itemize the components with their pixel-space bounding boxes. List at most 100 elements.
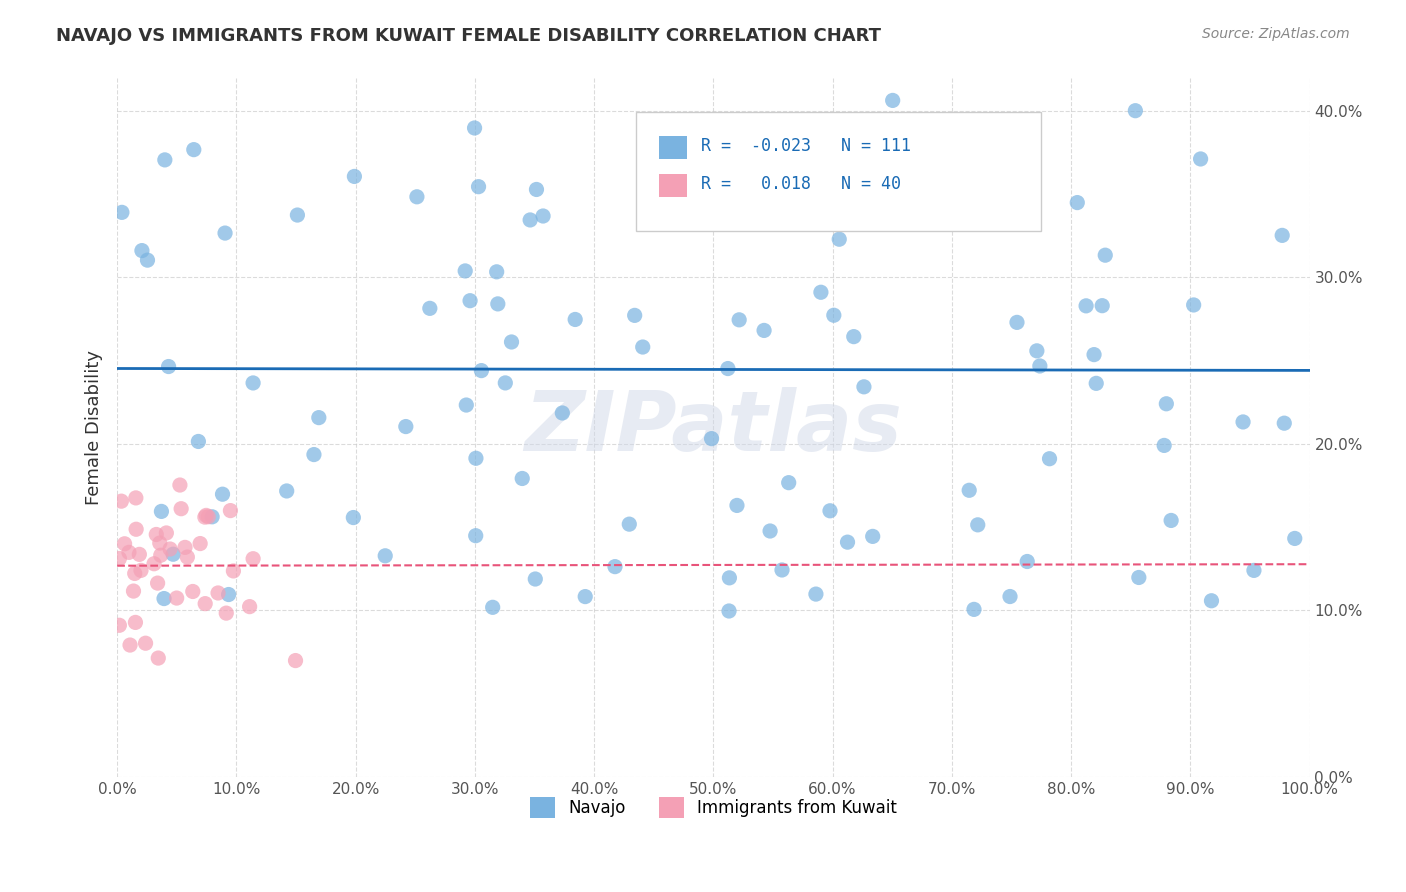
Point xyxy=(1153,438,1175,452)
Point xyxy=(1232,415,1254,429)
Point xyxy=(924,214,946,228)
Point xyxy=(170,501,193,516)
Text: NAVAJO VS IMMIGRANTS FROM KUWAIT FEMALE DISABILITY CORRELATION CHART: NAVAJO VS IMMIGRANTS FROM KUWAIT FEMALE … xyxy=(56,27,882,45)
Point xyxy=(467,179,489,194)
Text: ZIPatlas: ZIPatlas xyxy=(524,386,903,467)
Point xyxy=(302,448,325,462)
Point xyxy=(458,293,481,308)
Point xyxy=(966,517,988,532)
Point xyxy=(1085,376,1108,391)
Point xyxy=(148,651,170,665)
Point xyxy=(696,169,718,184)
Point xyxy=(143,557,166,571)
Point xyxy=(818,504,841,518)
Point xyxy=(157,359,180,374)
Point xyxy=(494,376,516,390)
Point xyxy=(129,563,152,577)
Point xyxy=(672,193,695,207)
Point xyxy=(865,161,887,176)
Point xyxy=(242,376,264,390)
Point xyxy=(1083,348,1105,362)
Point xyxy=(188,536,211,550)
Point xyxy=(125,522,148,536)
Point xyxy=(526,182,548,196)
Point xyxy=(524,572,547,586)
Point xyxy=(823,308,845,322)
Point xyxy=(828,232,851,246)
Point xyxy=(153,153,176,167)
Point xyxy=(114,537,136,551)
Point xyxy=(131,244,153,258)
Point xyxy=(623,309,645,323)
Point xyxy=(725,499,748,513)
Point xyxy=(1029,359,1052,373)
Point xyxy=(759,524,782,538)
Point xyxy=(159,541,181,556)
Point xyxy=(118,638,141,652)
Point xyxy=(718,604,741,618)
Point xyxy=(752,323,775,337)
Point xyxy=(1005,315,1028,329)
Point xyxy=(201,509,224,524)
Point xyxy=(149,548,172,562)
Point xyxy=(744,196,766,211)
Point xyxy=(153,591,176,606)
Point xyxy=(136,253,159,268)
Point xyxy=(650,164,672,178)
Point xyxy=(1038,451,1060,466)
Point xyxy=(486,297,509,311)
Point xyxy=(406,190,429,204)
Point xyxy=(778,475,800,490)
Point xyxy=(454,264,477,278)
Point xyxy=(1074,299,1097,313)
Point xyxy=(818,161,841,176)
Point xyxy=(957,483,980,498)
Legend: Navajo, Immigrants from Kuwait: Navajo, Immigrants from Kuwait xyxy=(523,791,904,824)
Point xyxy=(633,117,655,131)
Point xyxy=(1189,152,1212,166)
Point xyxy=(619,517,641,532)
Point xyxy=(162,547,184,561)
Point xyxy=(222,564,245,578)
Point xyxy=(166,591,188,605)
Point xyxy=(239,599,262,614)
Point xyxy=(155,525,177,540)
Point xyxy=(308,410,330,425)
Point xyxy=(998,590,1021,604)
Point xyxy=(124,566,146,581)
Point xyxy=(464,451,486,466)
Point xyxy=(169,478,191,492)
Point xyxy=(1091,299,1114,313)
Point xyxy=(718,571,741,585)
FancyBboxPatch shape xyxy=(636,112,1042,231)
Point xyxy=(343,169,366,184)
Point xyxy=(481,600,503,615)
Point xyxy=(796,136,818,150)
Point xyxy=(1094,248,1116,262)
Point xyxy=(564,312,586,326)
Point xyxy=(207,586,229,600)
Point xyxy=(531,209,554,223)
Point xyxy=(717,361,740,376)
Point xyxy=(1160,513,1182,527)
Point xyxy=(125,491,148,505)
Point xyxy=(1156,397,1178,411)
Point xyxy=(287,208,309,222)
Point xyxy=(194,597,217,611)
Point xyxy=(108,618,131,632)
Text: Source: ZipAtlas.com: Source: ZipAtlas.com xyxy=(1202,27,1350,41)
FancyBboxPatch shape xyxy=(658,174,688,197)
Point xyxy=(395,419,418,434)
Point xyxy=(194,510,217,524)
Point xyxy=(284,654,307,668)
Point xyxy=(1272,416,1295,430)
Point xyxy=(219,503,242,517)
Point xyxy=(551,406,574,420)
Point xyxy=(1025,343,1047,358)
Point xyxy=(810,285,832,300)
Point xyxy=(1201,593,1223,607)
Point xyxy=(1271,228,1294,243)
Point xyxy=(1125,103,1147,118)
Point xyxy=(804,587,827,601)
Point xyxy=(1066,195,1088,210)
